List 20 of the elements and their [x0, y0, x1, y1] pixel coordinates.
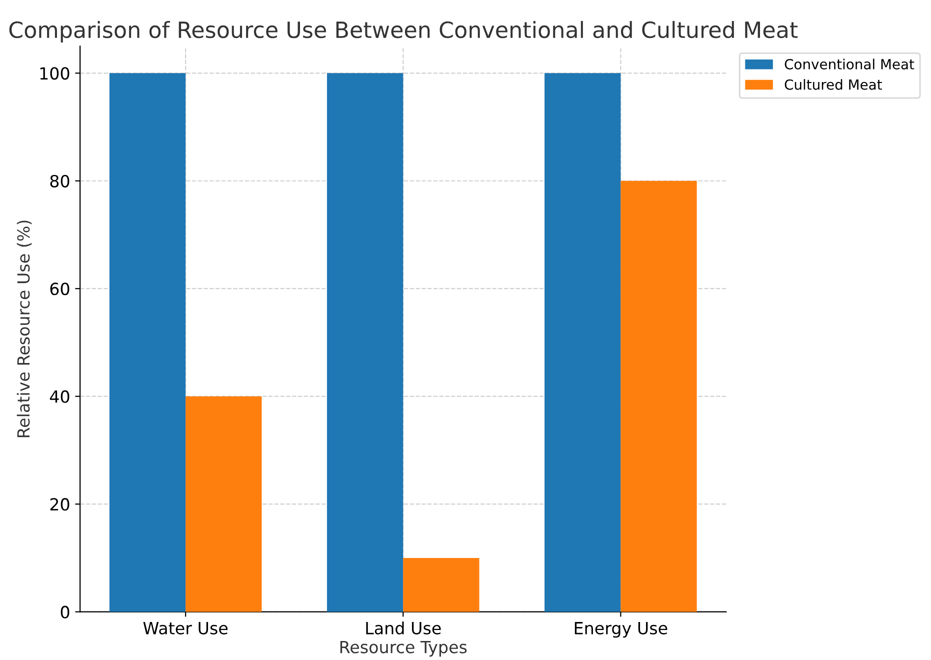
- y-tick-label: 40: [50, 390, 70, 403]
- y-tick-label: 80: [50, 174, 70, 188]
- y-axis-title: Relative Resource Use (%): [16, 220, 32, 438]
- y-tick-label: 100: [40, 67, 70, 80]
- bar: [620, 180, 697, 612]
- chart-title: Comparison of Resource Use Between Conventional and Cultured Meat: [9, 20, 798, 42]
- legend-label: Conventional Meat: [784, 58, 914, 70]
- x-tick-label: Land Use: [366, 622, 441, 634]
- bar: [326, 73, 404, 612]
- legend-label: Cultured Meat: [784, 79, 882, 90]
- bar: [109, 73, 186, 612]
- x-tick-label: Energy Use: [574, 622, 668, 638]
- x-axis-title: Resource Types: [340, 640, 467, 657]
- y-tick-label: 60: [50, 282, 70, 296]
- y-tick-label: 20: [50, 498, 70, 511]
- bar: [186, 396, 262, 612]
- bar: [403, 558, 480, 612]
- y-tick-label: 0: [60, 606, 70, 618]
- x-tick-label: Water Use: [143, 622, 228, 634]
- bar: [544, 73, 621, 612]
